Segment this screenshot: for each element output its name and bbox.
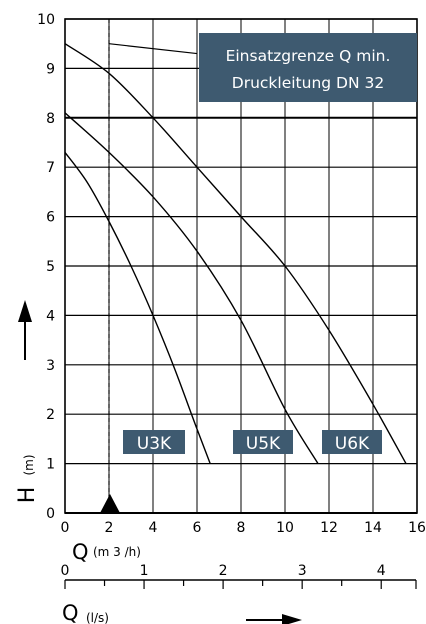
series-label-u3k: U3K [137, 434, 172, 454]
y-tick-label: 8 [46, 111, 55, 127]
series-label-box-u3k [123, 430, 185, 454]
y-tick-label: 1 [46, 457, 55, 473]
series-label-u5k: U5K [246, 434, 281, 454]
annotation-line-1: Einsatzgrenze Q min. [226, 47, 391, 65]
secondary-axis-arrowhead [282, 614, 302, 624]
series-label-box-u6k [322, 430, 382, 454]
secondary-tick-label: 1 [140, 563, 149, 579]
curve-u3k [64, 151, 211, 464]
y-tick-label: 2 [46, 407, 55, 423]
x-axis-unit: (m 3 /h) [93, 545, 141, 559]
x-tick-label: 8 [237, 520, 246, 536]
secondary-axis-letter: Q [62, 601, 79, 624]
y-tick-label: 3 [46, 358, 55, 374]
x-tick-label: 16 [408, 520, 426, 536]
secondary-tick-label: 3 [298, 563, 307, 579]
y-tick-label: 7 [46, 160, 55, 176]
secondary-tick-label: 4 [377, 563, 386, 579]
y-tick-label: 0 [46, 506, 55, 522]
secondary-tick-label: 2 [219, 563, 228, 579]
y-axis-title: H (m) [15, 454, 40, 503]
annotation-line-2: Druckleitung DN 32 [232, 74, 384, 92]
annotation-leader-line [108, 43, 198, 55]
curve-u6k [64, 43, 407, 464]
annotation-box [199, 33, 417, 102]
plot-frame [64, 18, 418, 514]
y-tick-label: 10 [37, 12, 55, 28]
secondary-tick-label: 0 [61, 563, 70, 579]
curve-u5k [64, 112, 319, 464]
x-tick-label: 2 [105, 520, 114, 536]
secondary-axis: 0 1 2 3 4 [61, 563, 417, 589]
x-tick-label: 14 [364, 520, 382, 536]
pump-curves [64, 43, 407, 464]
x-tick-label: 0 [61, 520, 70, 536]
y-axis-letter: H [15, 487, 40, 504]
y-tick-label: 4 [46, 308, 55, 324]
x-tick-label: 12 [320, 520, 338, 536]
x-tick-label: 10 [276, 520, 294, 536]
series-label-u6k: U6K [335, 434, 370, 454]
secondary-axis-unit: (l/s) [86, 611, 109, 624]
x-tick-label: 4 [149, 520, 158, 536]
min-flow-marker [100, 494, 120, 513]
y-axis-arrowhead [18, 300, 32, 322]
y-tick-label: 5 [46, 259, 55, 275]
y-axis-unit: (m) [22, 454, 36, 475]
y-tick-label: 6 [46, 210, 55, 226]
x-axis-letter: Q [72, 540, 89, 564]
y-tick-label: 9 [46, 61, 55, 77]
series-label-box-u5k [233, 430, 293, 454]
x-tick-label: 6 [193, 520, 202, 536]
